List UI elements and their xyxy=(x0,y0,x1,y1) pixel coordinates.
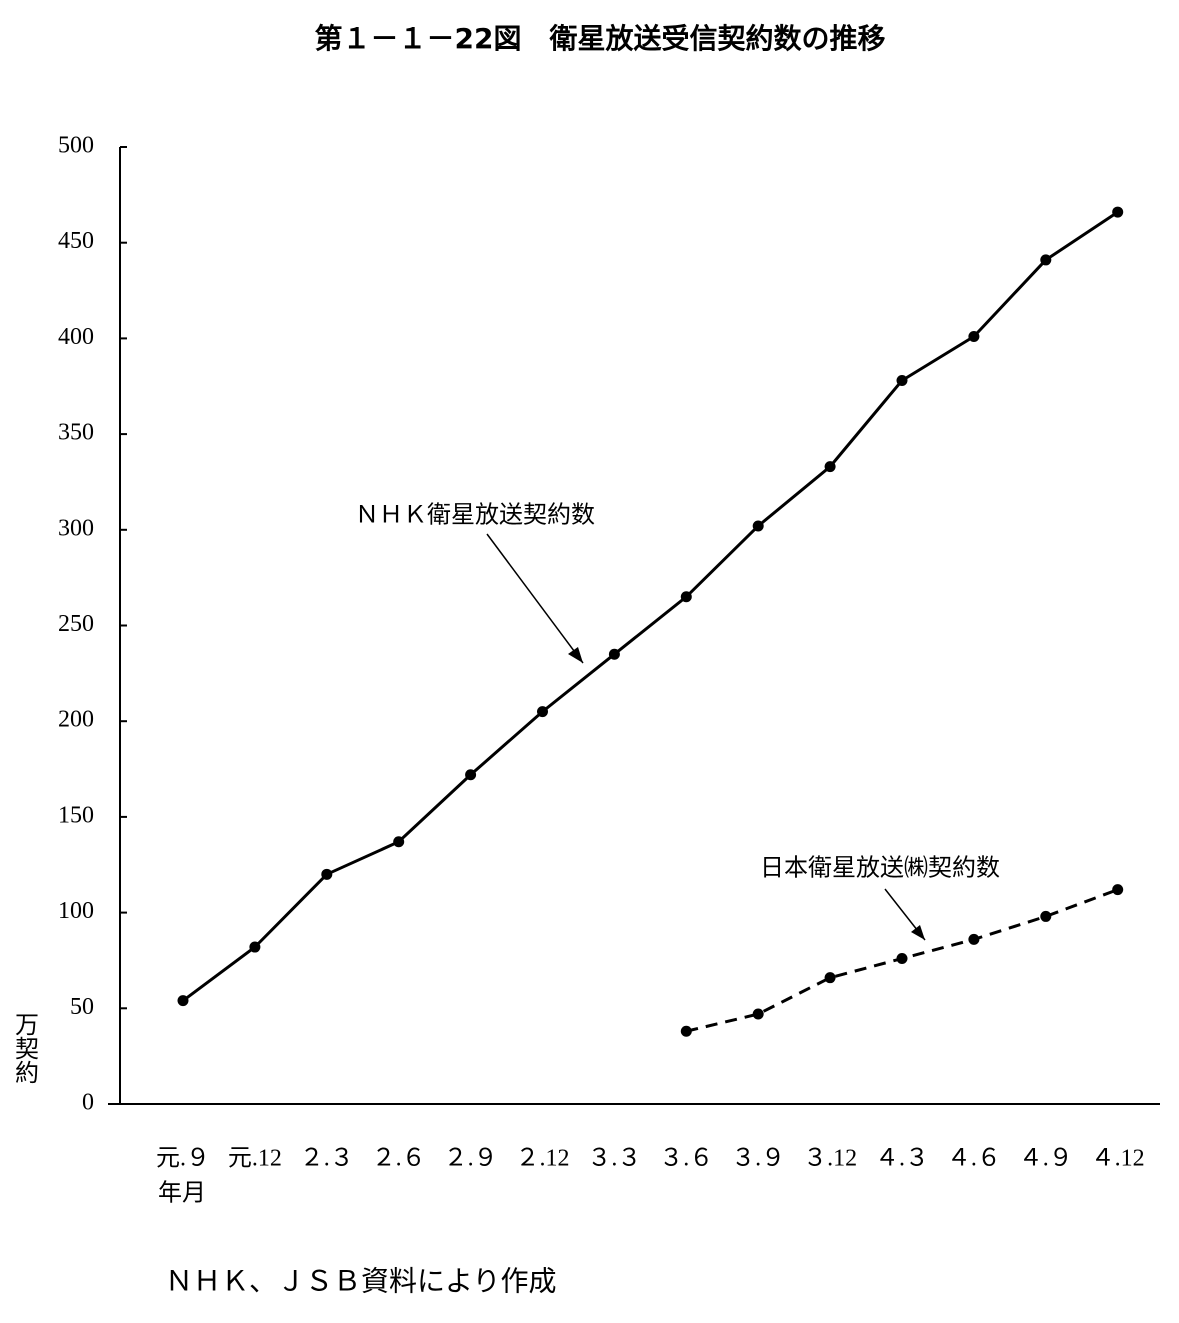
data-point xyxy=(968,933,980,945)
x-tick-label: 元.12 xyxy=(228,1146,282,1172)
y-tick-label: 400 xyxy=(58,324,94,350)
data-point xyxy=(968,330,980,342)
x-tick-label: ２.６ xyxy=(372,1146,426,1172)
y-tick-label: 100 xyxy=(58,898,94,924)
y-tick-label: 50 xyxy=(70,994,94,1020)
data-point xyxy=(824,461,836,473)
series-label: 日本衛星放送㈱契約数 xyxy=(760,855,1000,882)
y-tick-label: 450 xyxy=(58,228,94,254)
x-tick-label: ２.９ xyxy=(444,1146,498,1172)
y-tick-label: 300 xyxy=(58,515,94,541)
data-point xyxy=(824,972,836,984)
arrow-head xyxy=(568,647,583,663)
y-axis-label: 万契約 xyxy=(10,1012,38,1084)
data-point xyxy=(752,1008,764,1020)
data-point xyxy=(608,648,620,660)
data-point xyxy=(1112,884,1124,896)
data-point xyxy=(321,868,333,880)
series-label: ＮＨＫ衛星放送契約数 xyxy=(355,502,595,529)
x-tick-label: 元.９ xyxy=(156,1146,210,1172)
x-tick-label: ２.12 xyxy=(516,1146,570,1172)
y-tick-label: 250 xyxy=(58,611,94,637)
x-tick-label: ３.12 xyxy=(803,1146,857,1172)
data-point xyxy=(680,591,692,603)
y-tick-label: 350 xyxy=(58,420,94,446)
x-tick-label: ４.６ xyxy=(947,1146,1001,1172)
x-axis-label: 年月 xyxy=(158,1180,206,1207)
x-tick-label: ４.９ xyxy=(1019,1146,1073,1172)
data-point xyxy=(393,836,405,848)
data-point xyxy=(537,706,548,718)
y-tick-label: 200 xyxy=(58,707,94,733)
data-point xyxy=(896,375,908,387)
chart-title: 第１－１－22図 衛星放送受信契約数の推移 xyxy=(315,22,886,55)
y-tick-label: 500 xyxy=(58,133,94,159)
arrow-head xyxy=(911,925,925,940)
x-tick-label: ４.３ xyxy=(875,1146,929,1172)
data-point xyxy=(680,1025,692,1037)
data-point xyxy=(1040,910,1052,922)
source-note: ＮＨＫ、ＪＳＢ資料により作成 xyxy=(165,1265,556,1297)
x-tick-label: ２.３ xyxy=(300,1146,354,1172)
data-point xyxy=(1040,254,1052,266)
data-point xyxy=(896,953,908,965)
data-point xyxy=(752,520,764,532)
data-point xyxy=(1112,206,1124,218)
x-tick-label: ３.６ xyxy=(659,1146,713,1172)
series-line xyxy=(182,210,1119,1002)
data-point xyxy=(249,941,261,953)
x-tick-label: ３.９ xyxy=(731,1146,785,1172)
x-tick-label: ３.３ xyxy=(587,1146,641,1172)
annotation-arrow xyxy=(486,533,584,664)
y-tick-label: 150 xyxy=(58,802,94,828)
data-point xyxy=(465,769,477,781)
data-point xyxy=(177,995,189,1007)
x-tick-label: ４.12 xyxy=(1091,1146,1145,1172)
y-tick-label: 0 xyxy=(82,1090,94,1116)
